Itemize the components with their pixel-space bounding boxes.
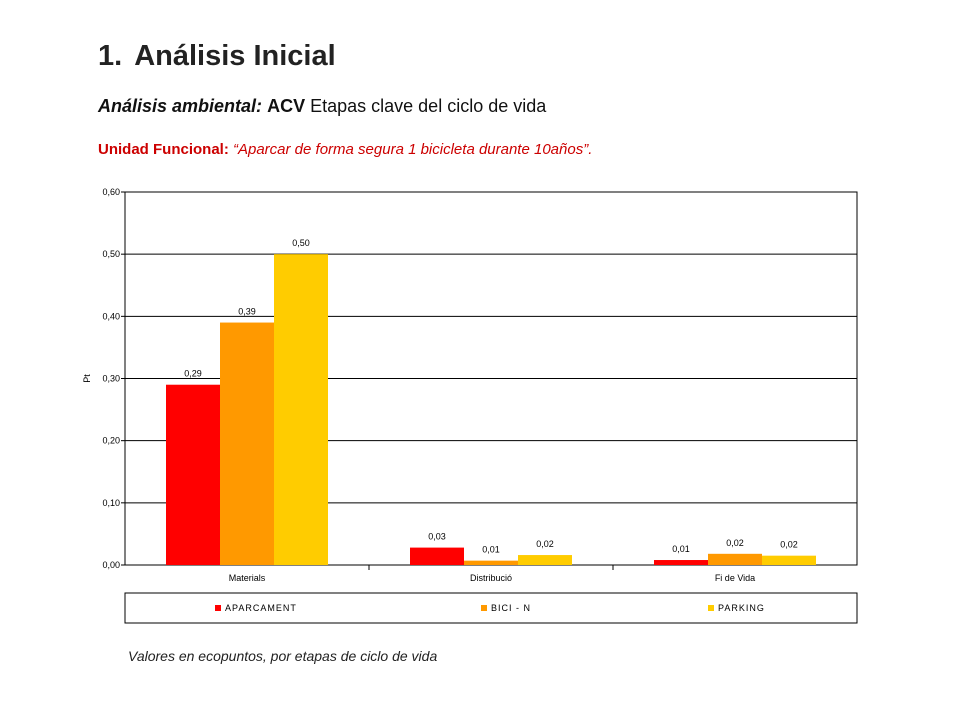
functional-unit-text: “Aparcar de forma segura 1 bicicleta dur… (233, 141, 593, 158)
heading-number: 1. (98, 40, 123, 72)
legend-label: BICI - N (491, 603, 531, 613)
legend-swatch (215, 605, 221, 611)
data-label: 0,01 (482, 545, 500, 555)
y-tick-label: 0,10 (102, 498, 120, 508)
data-label: 0,39 (238, 307, 256, 317)
y-tick-label: 0,20 (102, 436, 120, 446)
bar (410, 547, 464, 565)
data-label: 0,01 (672, 544, 690, 554)
y-axis-label: Pt (82, 374, 92, 383)
functional-unit: Unidad Funcional: “Aparcar de forma segu… (98, 141, 592, 158)
x-tick-label: Fi de Vida (715, 573, 755, 583)
bar (464, 560, 518, 565)
bar (762, 555, 816, 565)
subtitle-acv: ACV (267, 96, 306, 116)
bar (220, 322, 274, 565)
page-heading: 1. Análisis Inicial (98, 40, 336, 73)
functional-unit-label: Unidad Funcional: (98, 141, 229, 158)
x-tick-label: Distribució (470, 573, 512, 583)
legend-box (124, 592, 858, 624)
y-tick-label: 0,40 (102, 311, 120, 321)
data-label: 0,50 (292, 238, 310, 248)
subtitle-rest: Etapas clave del ciclo de vida (310, 96, 547, 116)
data-label: 0,03 (428, 532, 446, 542)
subtitle-prefix: Análisis ambiental: (98, 96, 263, 116)
bar (708, 553, 762, 565)
data-label: 0,02 (780, 540, 798, 550)
bar (518, 555, 572, 565)
bar (654, 560, 708, 565)
bar (166, 384, 220, 565)
subtitle: Análisis ambiental: ACV Etapas clave del… (98, 96, 546, 117)
data-label: 0,02 (536, 539, 554, 549)
legend-label: PARKING (718, 603, 765, 613)
data-label: 0,02 (726, 538, 744, 548)
y-tick-label: 0,60 (102, 187, 120, 197)
data-label: 0,29 (184, 369, 202, 379)
chart-caption: Valores en ecopuntos, por etapas de cicl… (128, 648, 438, 664)
heading-title: Análisis Inicial (134, 40, 336, 72)
legend-label: APARCAMENT (225, 603, 297, 613)
y-tick-label: 0,50 (102, 249, 120, 259)
bar (274, 254, 328, 565)
x-tick-label: Materials (229, 573, 266, 583)
y-tick-label: 0,30 (102, 374, 120, 384)
y-tick-label: 0,00 (102, 560, 120, 570)
legend-swatch (708, 605, 714, 611)
legend-swatch (481, 605, 487, 611)
